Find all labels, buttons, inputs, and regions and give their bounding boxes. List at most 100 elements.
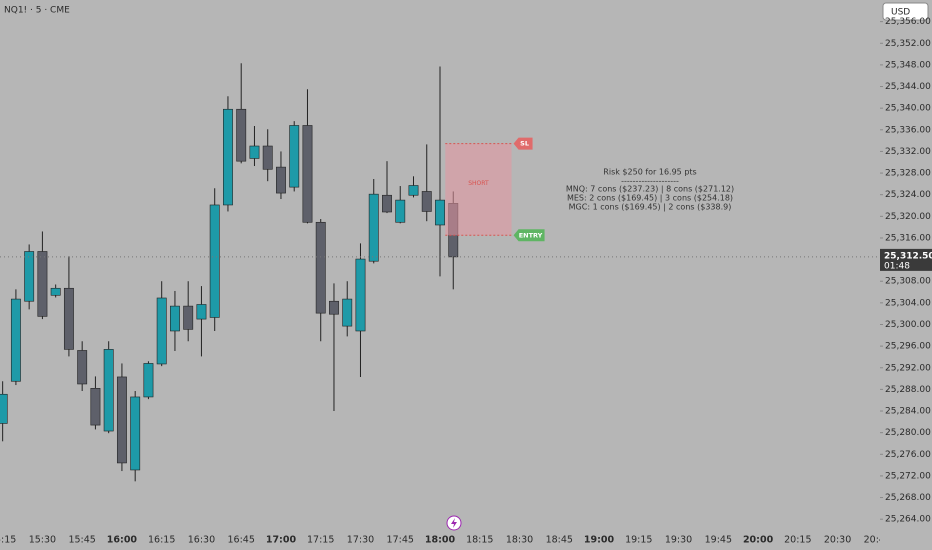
candle-body	[342, 298, 353, 327]
candle-body	[37, 251, 48, 317]
price-axis	[880, 0, 932, 550]
currency-button[interactable]	[882, 2, 929, 21]
risk-info: MNQ: 7 cons ($237.23) | 8 cons ($271.12)	[566, 185, 734, 194]
y-tick-label: 25,264.00	[885, 515, 931, 525]
entry-tag-label: ENTRY	[519, 231, 543, 239]
candle-body	[63, 287, 74, 350]
risk-zone	[445, 143, 512, 236]
y-tick-label: 25,268.00	[885, 493, 931, 503]
y-tick-label: 25,340.00	[885, 104, 931, 114]
x-tick-label: 17:45	[387, 535, 414, 546]
candle-body	[382, 194, 392, 213]
candle-body	[0, 393, 8, 424]
candle-body	[421, 191, 432, 212]
x-tick-label: 15:45	[68, 535, 95, 546]
candle-body	[143, 363, 154, 398]
y-tick-label: 25,332.00	[885, 147, 931, 157]
countdown: 01:48	[884, 261, 910, 271]
current-price-label: 25,312.50	[884, 251, 932, 261]
y-tick-label: 25,316.00	[885, 233, 931, 243]
y-tick-label: 25,300.00	[885, 320, 931, 330]
candle-body	[368, 193, 379, 262]
candle-body	[355, 258, 366, 332]
candle-body	[395, 199, 406, 223]
x-tick-label: 17:30	[347, 535, 374, 546]
candle-body	[315, 221, 326, 314]
candle-body	[10, 298, 21, 382]
y-tick-label: 25,324.00	[885, 190, 931, 200]
current-price-box	[880, 248, 932, 271]
y-tick-label: 25,288.00	[885, 385, 931, 395]
candle-body	[209, 204, 220, 318]
candle-body	[289, 125, 300, 188]
candle-body	[223, 108, 233, 206]
y-tick-label: 25,296.00	[885, 342, 931, 352]
candle-body	[302, 125, 313, 223]
x-tick-label: 20:30	[824, 535, 851, 546]
stop-tag	[513, 137, 533, 150]
candle-body	[329, 300, 339, 315]
x-tick-label: 18:45	[546, 535, 573, 546]
candle-body	[156, 297, 167, 365]
currency-label[interactable]: USD	[891, 8, 910, 18]
x-tick-label: 20:15	[784, 535, 811, 546]
x-tick-label: 16:00	[107, 535, 138, 546]
candle-body	[116, 376, 127, 464]
candle-body	[236, 108, 247, 162]
entry-tag	[513, 229, 545, 242]
x-tick-label: 17:00	[266, 535, 297, 546]
y-tick-label: 25,352.00	[885, 39, 931, 49]
y-tick-label: 25,272.00	[885, 471, 931, 481]
y-tick-label: 25,284.00	[885, 407, 931, 417]
x-tick-label: 17:15	[307, 535, 334, 546]
candle-body	[90, 388, 101, 426]
x-tick-label: 16:45	[228, 535, 255, 546]
risk-info: --------------------	[621, 177, 679, 186]
y-tick-label: 25,308.00	[885, 277, 931, 287]
risk-info: MGC: 1 cons ($169.45) | 2 cons ($338.9)	[569, 203, 732, 212]
x-tick-label: 20:00	[743, 535, 774, 546]
stop-tag-label: SL	[520, 140, 529, 148]
y-tick-label: 25,276.00	[885, 450, 931, 460]
candle-body	[435, 199, 445, 226]
x-tick-label: 18:00	[425, 535, 456, 546]
side-label: SHORT	[468, 180, 489, 187]
y-tick-label: 25,348.00	[885, 60, 931, 70]
y-tick-label: 25,336.00	[885, 125, 931, 135]
x-tick-label: 16:30	[188, 535, 215, 546]
risk-info: Risk $250 for 16.95 pts	[603, 168, 696, 177]
x-tick-label: 19:15	[625, 535, 652, 546]
risk-info: MES: 2 cons ($169.45) | 3 cons ($254.18)	[567, 194, 733, 203]
x-tick-label: 18:15	[466, 535, 493, 546]
candle-body	[276, 166, 286, 194]
y-tick-label: 25,304.00	[885, 298, 931, 308]
x-tick-label: 19:45	[705, 535, 732, 546]
x-tick-label: 20:45	[864, 535, 891, 546]
y-tick-label: 25,292.00	[885, 363, 931, 373]
y-tick-label: 25,328.00	[885, 169, 931, 179]
plot-area: 15:15 15:30 15:45 16:00 16:15 16:30 16:45 17:00…	[0, 63, 891, 546]
candle-body	[262, 145, 273, 170]
lightning	[451, 518, 457, 528]
symbol-title[interactable]: NQ1! · 5 · CME	[4, 6, 70, 16]
x-tick-label: 15:30	[29, 535, 56, 546]
y-tick-label: 25,280.00	[885, 428, 931, 438]
candle-body	[249, 145, 260, 159]
y-tick-label: 25,356.00	[885, 17, 931, 27]
candle-body	[170, 305, 180, 332]
x-tick-label: 16:15	[148, 535, 175, 546]
candle-body	[103, 349, 114, 432]
x-tick-label: 15:15	[0, 535, 16, 546]
x-tick-label: 19:00	[584, 535, 615, 546]
x-tick-label: 19:30	[665, 535, 692, 546]
candle-body	[77, 350, 88, 385]
candle-body	[24, 251, 35, 302]
candle-body	[130, 396, 141, 471]
y-tick-label: 25,320.00	[885, 212, 931, 222]
x-tick-label: 18:30	[506, 535, 533, 546]
candle-body	[408, 185, 419, 196]
candle-body	[183, 305, 194, 330]
y-tick-label: 25,344.00	[885, 82, 931, 92]
